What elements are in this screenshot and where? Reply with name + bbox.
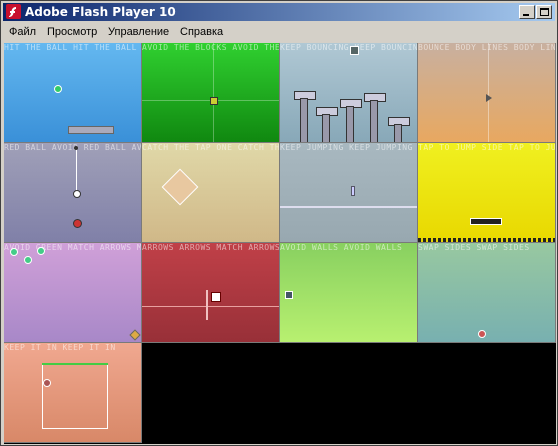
green-ball: [10, 248, 18, 256]
ground-line: [280, 206, 417, 208]
boundary-box: [42, 363, 108, 429]
pendulum-string: [76, 148, 77, 193]
ball: [54, 85, 62, 93]
ball: [43, 379, 51, 387]
flash-content[interactable]: HIT THE BALL HIT THE BALL AVOID THE BLOC…: [4, 43, 556, 444]
tile-label: SWAP SIDES SWAP SIDES: [418, 243, 530, 252]
pillar: [394, 124, 402, 142]
divider-line: [488, 43, 489, 142]
menu-control[interactable]: Управление: [108, 26, 170, 38]
red-ball: [73, 219, 82, 228]
maximize-button[interactable]: [536, 5, 552, 19]
title-bar[interactable]: Adobe Flash Player 10: [3, 3, 555, 21]
platform: [470, 218, 502, 225]
tile-label: AVOID WALLS AVOID WALLS: [280, 243, 403, 252]
game-tile-10[interactable]: ARROWS ARROWS MATCH ARROWS: [142, 243, 280, 343]
tile-label: TAP TO JUMP SIDE TAP TO JUMP: [418, 143, 556, 152]
flash-player-icon[interactable]: [6, 4, 21, 19]
minimize-button[interactable]: [519, 5, 535, 19]
game-tile-2[interactable]: AVOID THE BLOCKS AVOID THE: [142, 43, 280, 143]
game-tile-13[interactable]: KEEP IT IN KEEP IT IN: [4, 343, 142, 443]
tile-label: HIT THE BALL HIT THE BALL: [4, 43, 137, 52]
menu-file[interactable]: Файл: [9, 26, 37, 38]
vertical-bar: [206, 290, 208, 320]
green-ball: [24, 256, 32, 264]
minimize-icon: [523, 14, 529, 16]
maximize-icon: [539, 8, 549, 16]
game-tile-9[interactable]: AVOID GREEN MATCH ARROWS MATCH: [4, 243, 142, 343]
arrow-icon: [486, 94, 492, 102]
diamond: [161, 168, 199, 206]
tile-label: CATCH THE TAP ONE CATCH THE: [142, 143, 280, 152]
game-tile-12[interactable]: SWAP SIDES SWAP SIDES: [418, 243, 556, 343]
menu-bar: Файл Просмотр Управление Справка: [3, 23, 555, 41]
horizontal-line: [142, 306, 279, 307]
pillar: [322, 114, 330, 142]
game-tile-5[interactable]: RED BALL AVOID RED BALL AVOID: [4, 143, 142, 243]
pillar: [346, 106, 354, 142]
spikes: [418, 238, 555, 242]
paddle: [68, 126, 114, 134]
ball: [478, 330, 486, 338]
green-ball: [37, 247, 45, 255]
game-tile-4[interactable]: BOUNCE BODY LINES BODY LINES: [418, 43, 556, 143]
player-block: [350, 46, 359, 55]
tile-label: KEEP BOUNCING KEEP BOUNCING: [280, 43, 418, 52]
target-box: [211, 292, 221, 302]
player-block: [210, 97, 218, 105]
menu-help[interactable]: Справка: [180, 26, 224, 38]
tile-label: BOUNCE BODY LINES BODY LINES: [418, 43, 556, 52]
tile-label: ARROWS ARROWS MATCH ARROWS: [142, 243, 280, 252]
game-tile-8[interactable]: TAP TO JUMP SIDE TAP TO JUMP: [418, 143, 556, 243]
grid-line: [213, 43, 214, 142]
top-edge: [42, 363, 108, 365]
tile-label: RED BALL AVOID RED BALL AVOID: [4, 143, 142, 152]
pillar: [370, 100, 378, 142]
game-tile-7[interactable]: KEEP JUMPING KEEP JUMPING: [280, 143, 418, 243]
game-tile-1[interactable]: HIT THE BALL HIT THE BALL: [4, 43, 142, 143]
game-tile-6[interactable]: CATCH THE TAP ONE CATCH THE: [142, 143, 280, 243]
game-tile-11[interactable]: AVOID WALLS AVOID WALLS: [280, 243, 418, 343]
tile-label: KEEP JUMPING KEEP JUMPING: [280, 143, 413, 152]
gem: [129, 329, 141, 341]
player-block: [351, 186, 355, 196]
tile-label: AVOID THE BLOCKS AVOID THE: [142, 43, 280, 52]
tile-label: KEEP IT IN KEEP IT IN: [4, 343, 116, 352]
pillar: [300, 98, 308, 142]
game-tile-3[interactable]: KEEP BOUNCING KEEP BOUNCING: [280, 43, 418, 143]
player-block: [285, 291, 293, 299]
menu-view[interactable]: Просмотр: [47, 26, 98, 38]
window-title: Adobe Flash Player 10: [25, 5, 176, 19]
pendulum-ball: [73, 190, 81, 198]
tile-label: AVOID GREEN MATCH ARROWS MATCH: [4, 243, 142, 252]
pivot: [74, 146, 78, 150]
